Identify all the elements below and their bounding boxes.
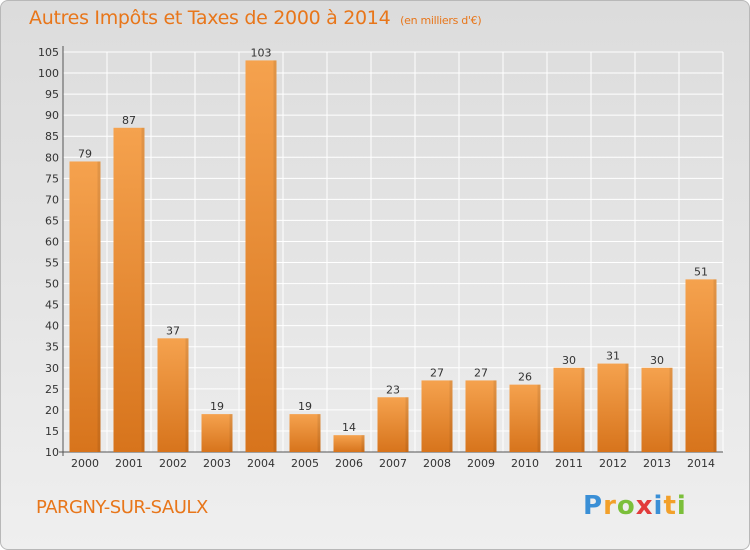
bar-2001 — [113, 127, 145, 452]
x-tick-label: 2010 — [511, 457, 539, 470]
x-tick-label: 2002 — [159, 457, 187, 470]
bar-shade — [361, 435, 365, 452]
x-tick-label: 2014 — [687, 457, 715, 470]
y-tick-label: 20 — [45, 404, 59, 417]
y-tick-label: 35 — [45, 341, 59, 354]
bar-2009 — [465, 380, 497, 452]
bar-2006 — [333, 435, 365, 452]
y-tick-label: 70 — [45, 193, 59, 206]
bar-shade — [581, 367, 585, 452]
bar-shade — [449, 380, 453, 452]
value-label-2014: 51 — [694, 265, 708, 278]
x-tick-label: 2000 — [71, 457, 99, 470]
bar-shade — [669, 367, 673, 452]
y-tick-label: 50 — [45, 278, 59, 291]
x-tick-label: 2003 — [203, 457, 231, 470]
x-tick-label: 2011 — [555, 457, 583, 470]
bar-2014 — [685, 279, 717, 452]
bar-2007 — [377, 397, 409, 452]
x-tick-label: 2005 — [291, 457, 319, 470]
y-tick-label: 25 — [45, 383, 59, 396]
bar-shade — [405, 397, 409, 452]
bar-2008 — [421, 380, 453, 452]
proxiti-logo: Proxiti — [583, 491, 687, 521]
bar-2011 — [553, 367, 585, 452]
y-tick-label: 65 — [45, 214, 59, 227]
y-tick-label: 30 — [45, 362, 59, 375]
y-tick-label: 95 — [45, 88, 59, 101]
bar-shade — [537, 384, 541, 452]
bar-shade — [97, 161, 101, 452]
y-tick-label: 40 — [45, 320, 59, 333]
bar-2012 — [597, 363, 629, 452]
y-tick-label: 15 — [45, 425, 59, 438]
bar-2005 — [289, 414, 321, 452]
chart-title: Autres Impôts et Taxes de 2000 à 2014 (e… — [29, 7, 482, 29]
town-name: PARGNY-SUR-SAULX — [36, 497, 208, 518]
x-tick-label: 2009 — [467, 457, 495, 470]
bar-shade — [625, 363, 629, 452]
value-label-2013: 30 — [650, 354, 664, 367]
bar-2004 — [245, 60, 277, 452]
bar-2010 — [509, 384, 541, 452]
value-label-2002: 37 — [166, 324, 180, 337]
value-label-2005: 19 — [298, 400, 312, 413]
y-tick-label: 60 — [45, 235, 59, 248]
value-label-2011: 30 — [562, 354, 576, 367]
value-label-2000: 79 — [78, 147, 92, 160]
bar-2003 — [201, 414, 233, 452]
bar-shade — [229, 414, 233, 452]
value-label-2010: 26 — [518, 371, 532, 384]
chart-title-text: Autres Impôts et Taxes de 2000 à 2014 — [29, 7, 391, 29]
bar-shade — [185, 338, 189, 452]
y-tick-label: 90 — [45, 109, 59, 122]
value-label-2004: 103 — [251, 46, 272, 59]
x-tick-label: 2013 — [643, 457, 671, 470]
bar-shade — [317, 414, 321, 452]
y-tick-label: 80 — [45, 151, 59, 164]
bar-2002 — [157, 338, 189, 452]
value-label-2009: 27 — [474, 366, 488, 379]
x-tick-label: 2004 — [247, 457, 275, 470]
x-tick-label: 2001 — [115, 457, 143, 470]
x-tick-label: 2012 — [599, 457, 627, 470]
y-tick-label: 45 — [45, 299, 59, 312]
x-tick-label: 2006 — [335, 457, 363, 470]
bar-shade — [273, 60, 277, 452]
bar-shade — [493, 380, 497, 452]
bar-2000 — [69, 161, 101, 452]
value-label-2003: 19 — [210, 400, 224, 413]
y-tick-label: 10 — [45, 446, 59, 459]
chart-unit: (en milliers d'€) — [400, 14, 482, 27]
y-tick-label: 100 — [38, 67, 59, 80]
bar-shade — [141, 127, 145, 452]
value-label-2007: 23 — [386, 383, 400, 396]
y-tick-label: 105 — [38, 46, 59, 59]
x-tick-label: 2008 — [423, 457, 451, 470]
bar-shade — [713, 279, 717, 452]
y-tick-label: 75 — [45, 172, 59, 185]
y-tick-label: 55 — [45, 257, 59, 270]
value-label-2008: 27 — [430, 366, 444, 379]
value-label-2001: 87 — [122, 114, 136, 127]
value-label-2012: 31 — [606, 350, 620, 363]
x-tick-label: 2007 — [379, 457, 407, 470]
value-label-2006: 14 — [342, 421, 356, 434]
bar-2013 — [641, 367, 673, 452]
y-tick-label: 85 — [45, 130, 59, 143]
